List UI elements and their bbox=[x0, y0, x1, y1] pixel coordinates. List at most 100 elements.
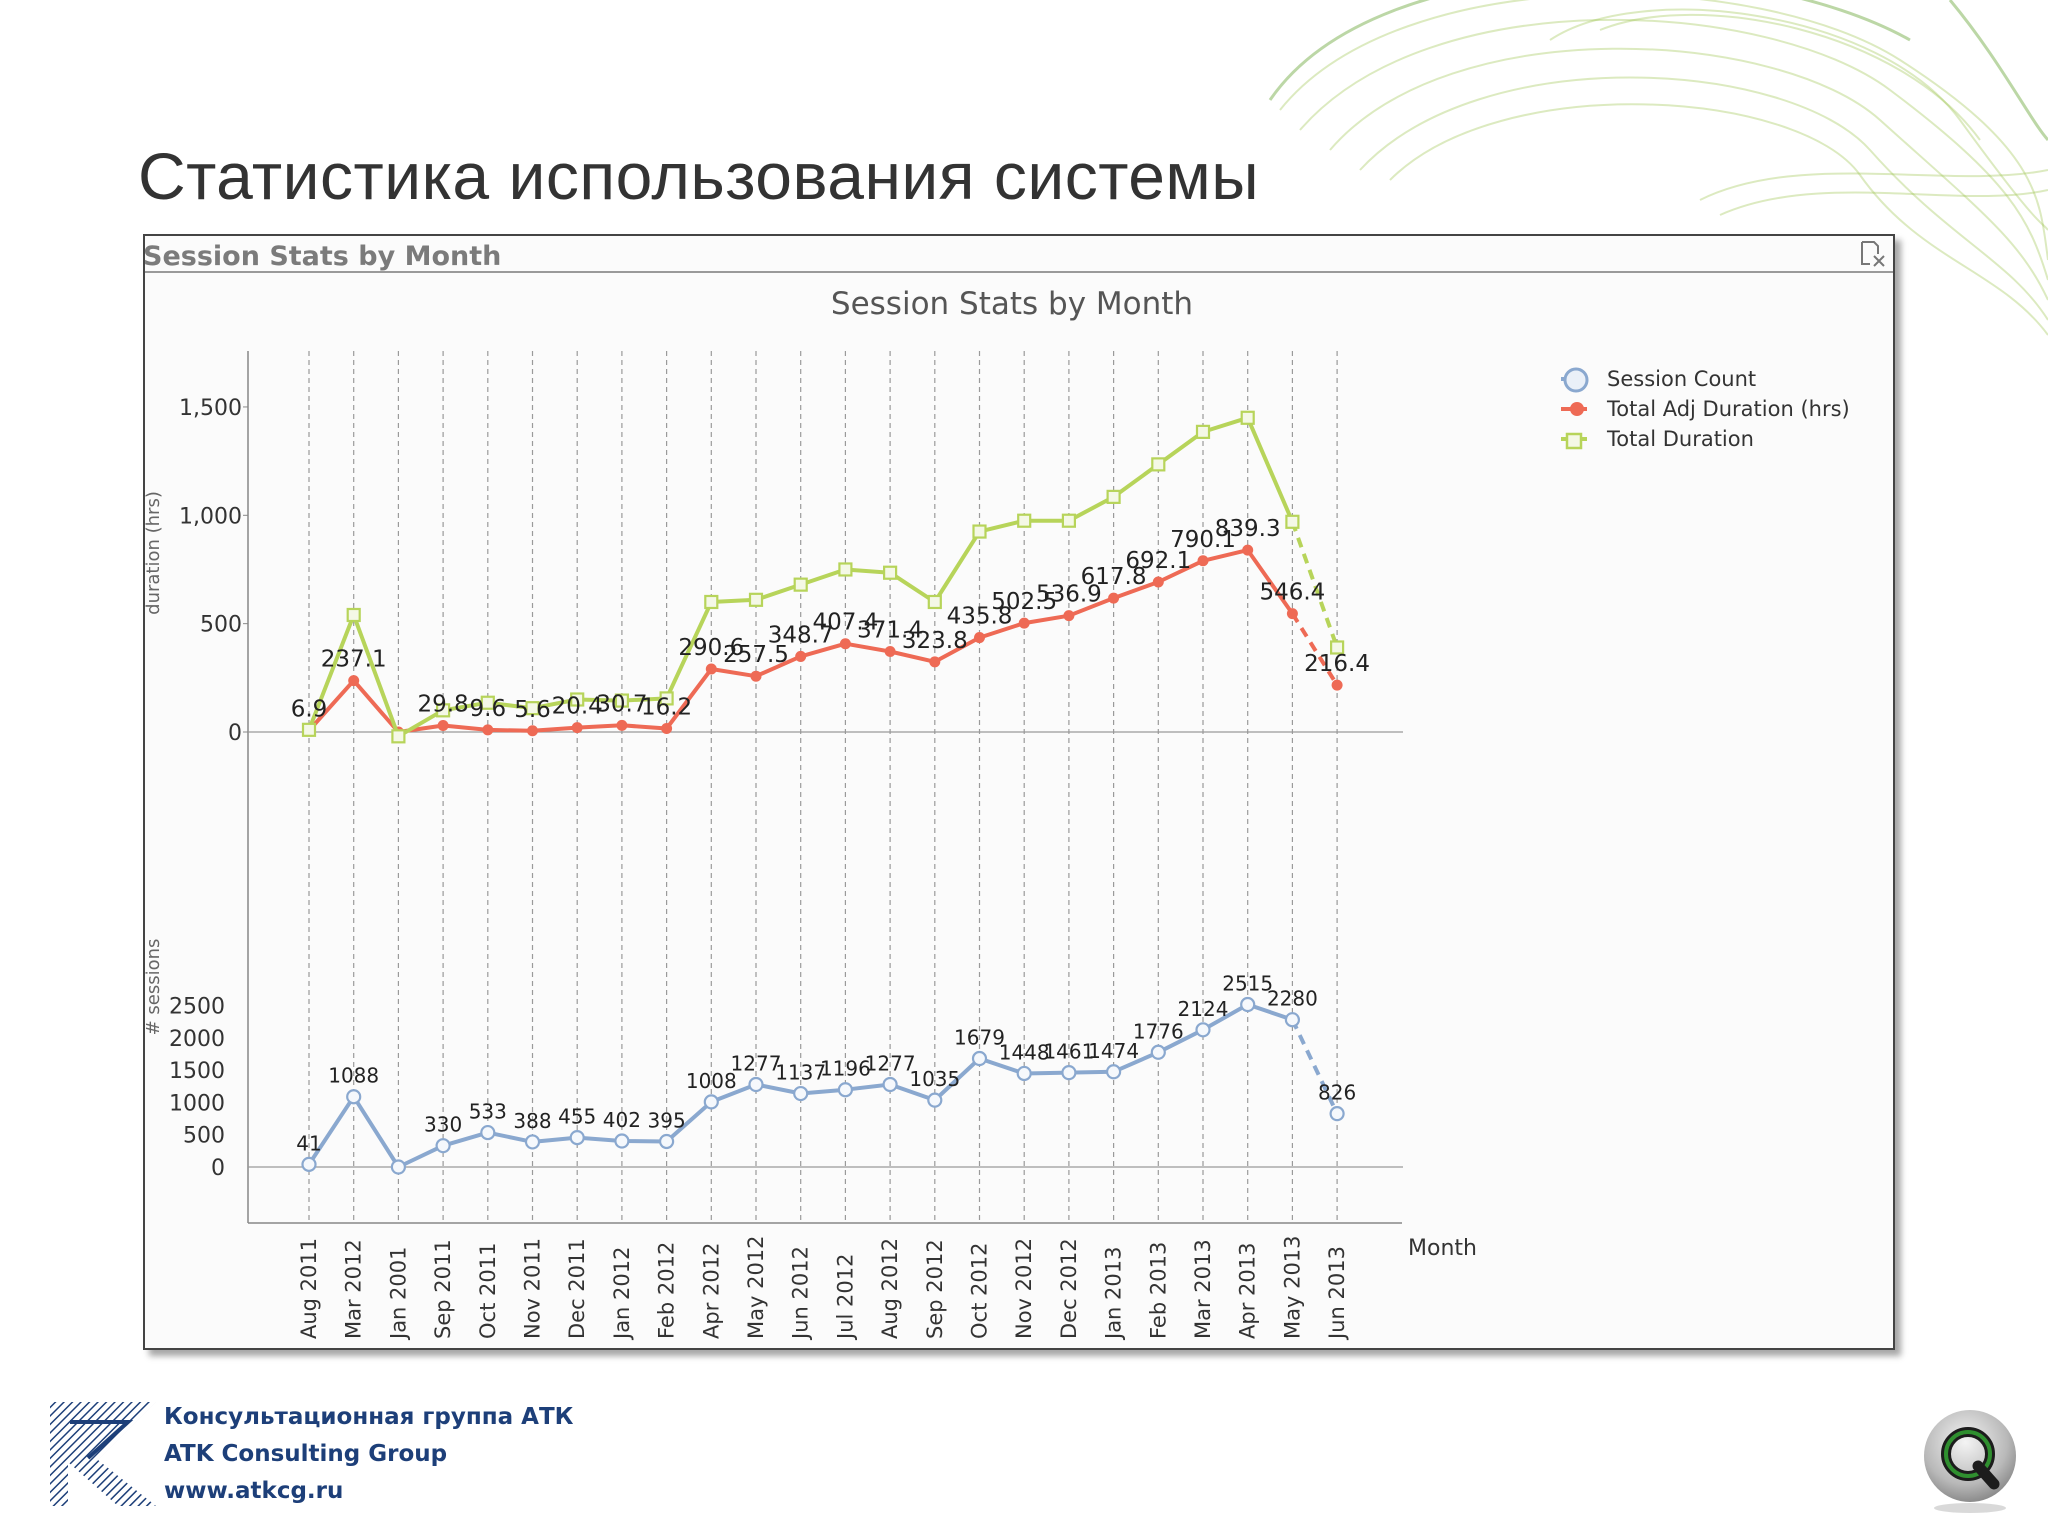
data-label: 5.6 bbox=[514, 697, 551, 723]
y-axis-label: duration (hrs) bbox=[145, 491, 164, 615]
company-website-link[interactable]: www.atkcg.ru bbox=[164, 1478, 344, 1504]
data-label: 30.7 bbox=[596, 691, 647, 717]
data-point bbox=[346, 1089, 362, 1105]
x-tick-label: Jun 2012 bbox=[789, 1246, 813, 1341]
chart-title: Session Stats by Month bbox=[831, 286, 1193, 322]
data-point bbox=[1195, 1022, 1211, 1038]
data-point bbox=[703, 1094, 719, 1110]
data-point bbox=[882, 1076, 898, 1093]
data-point bbox=[884, 646, 896, 658]
detach-close-icon[interactable] bbox=[1858, 240, 1888, 268]
data-label: 6.9 bbox=[291, 697, 328, 723]
x-tick-label: Feb 2012 bbox=[655, 1242, 679, 1339]
data-point bbox=[1285, 514, 1300, 529]
x-tick-label: Mar 2013 bbox=[1191, 1239, 1215, 1339]
session-stats-chart: Session Stats by Month Aug 2011 Mar 2012 J… bbox=[145, 286, 1850, 1342]
data-point bbox=[1284, 1012, 1301, 1028]
data-label: 371.4 bbox=[857, 618, 923, 644]
data-point bbox=[570, 692, 585, 707]
data-label: 1474 bbox=[1088, 1039, 1139, 1063]
x-tick-label: Oct 2011 bbox=[476, 1243, 500, 1339]
caption-divider bbox=[145, 271, 1893, 273]
legend-marker bbox=[1570, 402, 1584, 416]
data-label: 1137 bbox=[775, 1061, 826, 1085]
legend-label: Total Duration bbox=[1606, 427, 1754, 451]
data-point bbox=[1150, 1044, 1166, 1060]
data-label: 348.7 bbox=[768, 622, 834, 648]
data-label: 455 bbox=[558, 1105, 596, 1129]
data-point bbox=[571, 722, 583, 734]
x-tick-label: Jan 2012 bbox=[610, 1247, 634, 1342]
legend-label: Session Count bbox=[1607, 367, 1756, 391]
data-label: 435.8 bbox=[947, 604, 1013, 630]
x-tick-label: Apr 2012 bbox=[699, 1243, 723, 1339]
x-tick-label: Jan 2013 bbox=[1102, 1247, 1126, 1342]
data-label: 692.1 bbox=[1125, 548, 1191, 574]
data-label: 1008 bbox=[686, 1069, 737, 1093]
data-point bbox=[1329, 1106, 1345, 1122]
series-line-projected bbox=[1290, 521, 1339, 649]
legend-label: Total Adj Duration (hrs) bbox=[1606, 397, 1850, 421]
data-point bbox=[616, 719, 628, 731]
data-point bbox=[1286, 608, 1298, 620]
data-label: 536.9 bbox=[1036, 582, 1102, 608]
x-tick-label: Sep 2011 bbox=[431, 1239, 455, 1339]
data-point bbox=[524, 1134, 541, 1150]
x-tick-label: May 2012 bbox=[744, 1235, 768, 1339]
data-label: 2124 bbox=[1178, 997, 1229, 1021]
data-label: 41 bbox=[296, 1131, 321, 1155]
data-label: 20.4 bbox=[552, 694, 603, 720]
company-name-en: ATK Consulting Group bbox=[164, 1441, 448, 1467]
data-point bbox=[927, 594, 942, 610]
data-point bbox=[1105, 1064, 1122, 1080]
data-label: 402 bbox=[603, 1108, 641, 1132]
data-point bbox=[1195, 424, 1211, 439]
x-tick-label: Oct 2012 bbox=[968, 1243, 992, 1339]
x-tick-label: Nov 2012 bbox=[1012, 1238, 1036, 1339]
x-tick-label: Aug 2012 bbox=[878, 1238, 902, 1339]
data-point bbox=[436, 703, 451, 718]
data-point bbox=[482, 724, 494, 736]
data-point bbox=[437, 720, 449, 732]
data-point bbox=[929, 656, 941, 668]
y-tick-label: 1,500 bbox=[179, 396, 242, 421]
data-label: 407.4 bbox=[812, 610, 878, 636]
data-label: 546.4 bbox=[1259, 580, 1325, 606]
data-point bbox=[301, 722, 317, 737]
data-point bbox=[614, 1133, 630, 1149]
data-point bbox=[1329, 640, 1345, 655]
data-point bbox=[659, 691, 674, 706]
x-tick-label: Dec 2011 bbox=[565, 1238, 589, 1339]
data-label: 502.5 bbox=[991, 589, 1057, 615]
data-point bbox=[704, 594, 719, 610]
data-point bbox=[1240, 410, 1255, 425]
data-label: 257.5 bbox=[723, 642, 789, 668]
data-point bbox=[435, 1138, 451, 1154]
data-point bbox=[391, 729, 406, 744]
data-point bbox=[838, 562, 853, 577]
data-point bbox=[346, 607, 361, 623]
y-tick-label: 1000 bbox=[169, 1091, 225, 1116]
y-tick-label: 500 bbox=[200, 613, 242, 638]
x-tick-label: Nov 2011 bbox=[521, 1238, 545, 1339]
data-label: 2515 bbox=[1222, 972, 1273, 996]
data-point bbox=[480, 695, 495, 710]
y-tick-label: 0 bbox=[211, 1156, 225, 1181]
data-point bbox=[390, 1159, 406, 1175]
data-label: 388 bbox=[513, 1109, 551, 1133]
data-point bbox=[1061, 513, 1077, 528]
data-point bbox=[748, 592, 764, 607]
data-point bbox=[839, 638, 851, 650]
data-label: 330 bbox=[424, 1113, 462, 1137]
data-point bbox=[793, 1085, 809, 1102]
data-point bbox=[1017, 513, 1032, 528]
atk-logo-icon bbox=[50, 1402, 156, 1506]
data-point bbox=[1016, 1065, 1032, 1082]
data-point bbox=[661, 722, 673, 734]
y-tick-label: 2500 bbox=[169, 995, 225, 1020]
data-point bbox=[1061, 1065, 1077, 1081]
data-label: 323.8 bbox=[902, 628, 968, 654]
data-point bbox=[971, 1050, 988, 1067]
y-tick-label: 500 bbox=[183, 1124, 225, 1149]
x-tick-label: Mar 2012 bbox=[342, 1239, 366, 1339]
